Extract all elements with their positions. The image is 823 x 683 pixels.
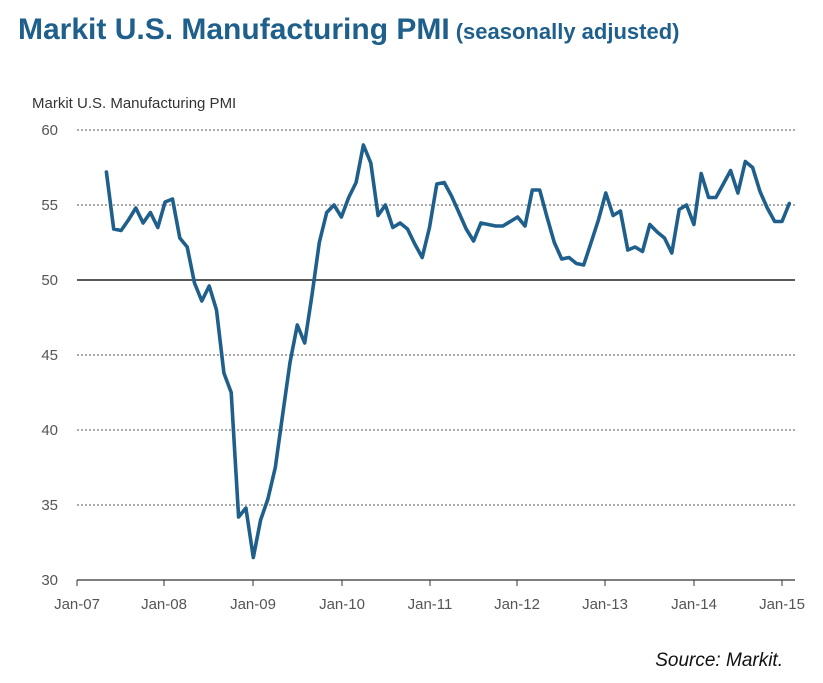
x-tick-label: Jan-10 (319, 596, 365, 613)
source-note: Source: Markit. (655, 650, 783, 671)
y-tick-label: 30 (41, 572, 58, 589)
series-layer (104, 143, 792, 560)
x-tick-label: Jan-08 (141, 596, 187, 613)
pmi-series-line (104, 143, 792, 560)
x-tick-label: Jan-12 (494, 596, 540, 613)
y-tick-label: 55 (41, 197, 58, 214)
y-tick-label: 40 (41, 422, 58, 439)
x-tick-label: Jan-09 (230, 596, 276, 613)
x-tick-label: Jan-11 (408, 596, 453, 613)
y-tick-label: 60 (41, 122, 58, 139)
x-tick-label: Jan-15 (759, 596, 805, 613)
y-axis-label: Markit U.S. Manufacturing PMI (32, 95, 236, 112)
x-tick-label: Jan-07 (54, 596, 100, 613)
x-tick-label: Jan-14 (671, 596, 717, 613)
chart-title-main: Markit U.S. Manufacturing PMI (18, 13, 450, 46)
chart-title-sub: (seasonally adjusted) (455, 19, 680, 44)
y-tick-label: 35 (41, 497, 58, 514)
y-tick-label: 45 (41, 347, 58, 364)
y-tick-label: 50 (41, 272, 58, 289)
x-axis: Jan-07 Jan-08 Jan-09 Jan-10 Jan-11 Jan-12 Jan-… (54, 579, 805, 613)
y-tick-labels: 30 35 40 45 50 55 60 (41, 122, 58, 589)
gridlines (77, 129, 795, 506)
chart-title: Markit U.S. Manufacturing PMI (seasonally… (18, 12, 679, 50)
x-tick-label: Jan-13 (582, 596, 628, 613)
